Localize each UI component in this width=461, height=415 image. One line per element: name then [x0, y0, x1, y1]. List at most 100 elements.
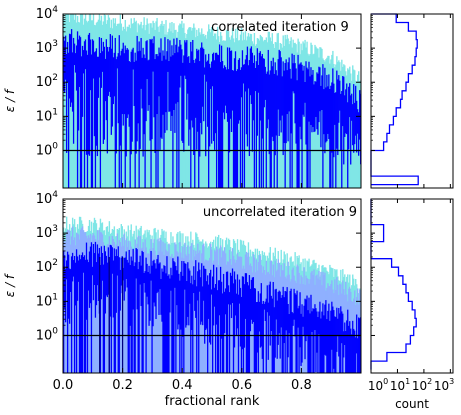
data-bar: [177, 52, 179, 103]
x-tick-label: 100: [368, 377, 388, 393]
data-bar: [201, 42, 203, 135]
data-bar: [143, 272, 145, 284]
data-bar: [267, 49, 269, 120]
light-bar: [89, 14, 92, 188]
data-bar: [326, 319, 328, 373]
data-bar: [284, 62, 286, 188]
data-bar: [227, 285, 230, 305]
data-bar: [118, 257, 120, 373]
data-bar: [215, 267, 218, 325]
x-tick-label: 101: [390, 377, 410, 393]
data-bar: [259, 51, 261, 121]
data-bar: [327, 86, 329, 134]
data-bar: [206, 61, 208, 82]
data-bar: [196, 48, 198, 150]
light-bar: [240, 28, 243, 188]
data-bar: [174, 53, 176, 133]
data-bar: [236, 69, 239, 188]
data-bar: [96, 56, 99, 157]
data-bar: [71, 52, 74, 112]
data-bar: [354, 330, 356, 373]
data-bar: [63, 40, 66, 93]
mid-bar: [124, 253, 126, 373]
data-bar: [207, 275, 209, 373]
data-bar: [138, 41, 140, 188]
data-bar: [243, 284, 246, 348]
data-bar: [278, 290, 280, 334]
data-bar: [263, 303, 265, 310]
data-bar: [104, 251, 107, 314]
data-bar: [228, 292, 231, 373]
data-bar: [96, 244, 99, 286]
data-bar: [310, 67, 312, 126]
data-bar: [105, 39, 107, 121]
data-bar: [110, 48, 112, 135]
data-bar: [233, 58, 236, 188]
data-bar: [298, 305, 300, 373]
data-bar: [246, 46, 249, 147]
data-bar: [111, 247, 113, 274]
data-bar: [315, 81, 317, 118]
data-bar: [106, 46, 108, 154]
mid-bar: [76, 233, 79, 373]
data-bar: [197, 50, 199, 132]
light-bar: [101, 24, 104, 188]
data-bar: [193, 266, 195, 294]
data-bar: [80, 255, 83, 373]
y-axis-label: ε / f: [3, 273, 17, 297]
data-bar: [334, 316, 336, 373]
light-bar: [113, 23, 116, 188]
mid-bar: [87, 235, 90, 373]
data-bar: [184, 40, 186, 76]
data-bar: [72, 260, 75, 277]
data-bar: [184, 263, 186, 290]
data-bar: [300, 313, 302, 367]
data-bar: [189, 270, 191, 304]
data-bar: [212, 52, 215, 142]
light-bar: [73, 19, 76, 188]
data-bar: [300, 62, 302, 140]
light-bar: [318, 57, 320, 188]
data-bar: [183, 261, 185, 373]
light-bar: [74, 14, 77, 188]
data-bar: [234, 51, 237, 188]
data-bar: [227, 69, 230, 188]
data-bar: [88, 251, 91, 308]
data-bar: [63, 255, 66, 309]
light-bar: [304, 39, 306, 188]
mid-bar: [146, 254, 148, 373]
data-bar: [286, 287, 288, 373]
light-bar: [187, 29, 189, 188]
light-bar: [349, 66, 351, 188]
data-bar: [87, 34, 90, 155]
data-bar: [249, 48, 252, 96]
data-bar: [313, 84, 315, 133]
data-bar: [107, 51, 109, 96]
data-bar: [137, 269, 139, 373]
light-bar: [247, 33, 250, 188]
data-bar: [211, 289, 213, 295]
data-bar: [216, 290, 219, 373]
y-tick-label: 102: [36, 73, 58, 90]
data-bar: [152, 43, 154, 72]
mid-bar: [264, 274, 267, 373]
data-bar: [171, 275, 173, 373]
mid-bar: [89, 233, 92, 373]
data-bar: [306, 67, 308, 188]
light-bar: [146, 18, 148, 188]
data-bar: [146, 40, 148, 80]
data-bar: [82, 50, 85, 74]
light-bar: [338, 60, 340, 188]
data-bar: [276, 75, 278, 188]
data-bar: [142, 47, 144, 157]
mid-bar: [143, 251, 145, 373]
light-bar: [179, 23, 181, 188]
data-bar: [248, 275, 251, 373]
data-bar: [356, 100, 358, 153]
data-bar: [176, 270, 178, 306]
data-bar: [335, 92, 337, 188]
data-bar: [213, 60, 216, 150]
data-bar: [100, 37, 103, 88]
data-bar: [135, 247, 137, 279]
data-bar: [294, 293, 296, 337]
